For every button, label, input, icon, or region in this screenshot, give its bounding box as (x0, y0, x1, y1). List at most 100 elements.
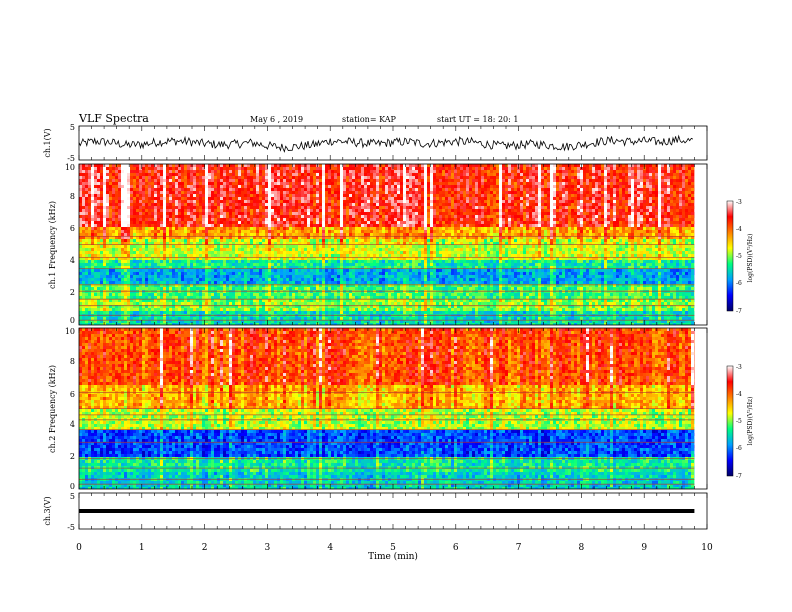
spectrogram-cell (679, 179, 682, 182)
spectrogram-cell (220, 167, 223, 170)
spectrogram-cell (310, 215, 313, 218)
spectrogram-cell (679, 215, 682, 218)
spectrogram-cell (475, 200, 478, 203)
spectrogram-cell (403, 221, 406, 224)
spectrogram-cell (430, 209, 433, 212)
spectrogram-cell (415, 167, 418, 170)
spectrogram-cell (442, 215, 445, 218)
spectrogram-cell (547, 221, 550, 224)
spectrogram-cell (682, 200, 685, 203)
spectrogram-cell (166, 173, 169, 176)
spectrogram-cell (589, 191, 592, 194)
spectrogram-cell (529, 218, 532, 221)
spectrogram-cell (232, 224, 235, 227)
spectrogram-cell (544, 203, 547, 206)
spectrogram-cell (379, 221, 382, 224)
spectrogram-cell (640, 209, 643, 212)
spectrogram-cell (550, 227, 553, 230)
spectrogram-cell (397, 197, 400, 200)
spectrogram-cell (319, 167, 322, 170)
spectrogram-cell (433, 179, 436, 182)
spectrogram-cell (331, 227, 334, 230)
spectrogram-cell (250, 206, 253, 209)
spectrogram-cell (640, 164, 643, 167)
spectrogram-cell (199, 236, 202, 239)
spectrogram-cell (460, 233, 463, 236)
spectrogram-cell (409, 167, 412, 170)
spectrogram-cell (643, 191, 646, 194)
spectrogram-cell (640, 188, 643, 191)
spectrogram-cell (436, 173, 439, 176)
spectrogram-cell (610, 188, 613, 191)
spectrogram-cell (496, 164, 499, 167)
spectrogram-cell (169, 227, 172, 230)
spectrogram-cell (517, 179, 520, 182)
spectrogram-cell (685, 233, 688, 236)
spectrogram-cell (637, 200, 640, 203)
spectrogram-cell (328, 185, 331, 188)
spectrogram-cell (586, 176, 589, 179)
spectrogram-cell (442, 212, 445, 215)
spectrogram-cell (136, 197, 139, 200)
spectrogram-cell (361, 209, 364, 212)
spectrogram-cell (307, 209, 310, 212)
spectrogram-cell (271, 209, 274, 212)
spectrogram-cell (592, 170, 595, 173)
spectrogram-cell (622, 233, 625, 236)
spectrogram-cell (247, 200, 250, 203)
spectrogram-cell (346, 164, 349, 167)
spectrogram-cell (691, 173, 694, 176)
spectrogram-cell (148, 191, 151, 194)
spectrogram-cell (520, 227, 523, 230)
spectrogram-cell (466, 197, 469, 200)
spectrogram-cell (145, 206, 148, 209)
spectrogram-cell (172, 227, 175, 230)
spectrogram-cell (622, 173, 625, 176)
spectrogram-cell (154, 221, 157, 224)
spectrogram-cell (196, 200, 199, 203)
spectrogram-cell (541, 212, 544, 215)
spectrogram-cell (265, 212, 268, 215)
spectrogram-cell (631, 203, 634, 206)
spectrogram-cell (652, 230, 655, 233)
spectrogram-cell (571, 215, 574, 218)
spectrogram-cell (559, 221, 562, 224)
spectrogram-cell (376, 227, 379, 230)
spectrogram-cell (607, 197, 610, 200)
spectrogram-cell (253, 188, 256, 191)
spectrogram-cell (574, 191, 577, 194)
spectrogram-cell (478, 176, 481, 179)
spectrogram-cell (313, 227, 316, 230)
spectrogram-cell (592, 221, 595, 224)
spectrogram-cell (220, 209, 223, 212)
spectrogram-cell (238, 230, 241, 233)
spectrogram-cell (175, 170, 178, 173)
spectrogram-cell (343, 209, 346, 212)
spectrogram-cell (451, 215, 454, 218)
spectrogram-cell (334, 209, 337, 212)
spectrogram-cell (106, 233, 109, 236)
spectrogram-cell (625, 203, 628, 206)
spectrogram-cell (466, 182, 469, 185)
spectrogram-cell (487, 209, 490, 212)
spectrogram-cell (334, 203, 337, 206)
spectrogram-cell (277, 167, 280, 170)
spectrogram-cell (481, 182, 484, 185)
spectrogram-cell (181, 173, 184, 176)
spectrogram-cell (322, 164, 325, 167)
spectrogram-cell (232, 197, 235, 200)
spectrogram-cell (667, 179, 670, 182)
spectrogram-cell (508, 215, 511, 218)
spectrogram-cell (661, 197, 664, 200)
spectrogram-cell (403, 170, 406, 173)
spectrogram-cell (259, 197, 262, 200)
spectrogram-cell (382, 212, 385, 215)
spectrogram-cell (97, 203, 100, 206)
spectrogram-cell (265, 218, 268, 221)
spectrogram-cell (172, 200, 175, 203)
spectrogram-cell (589, 194, 592, 197)
spectrogram-cell (424, 215, 427, 218)
spectrogram-cell (139, 236, 142, 239)
spectrogram-cell (460, 215, 463, 218)
spectrogram-cell (433, 170, 436, 173)
